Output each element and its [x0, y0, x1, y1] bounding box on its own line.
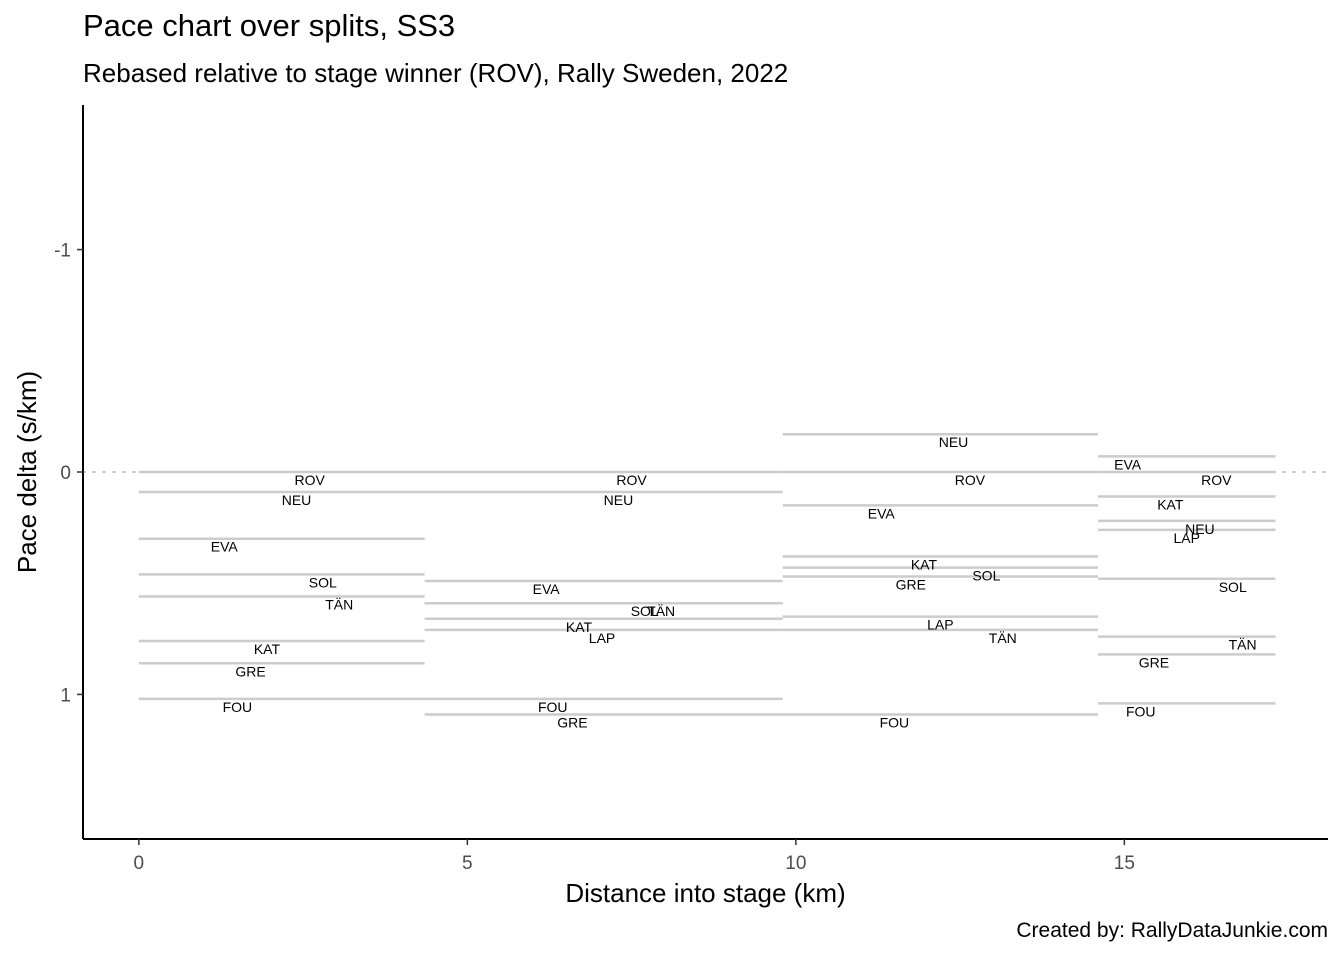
driver-label-rov-split-4: ROV: [1201, 472, 1232, 488]
driver-label-sol-split-1: SOL: [309, 574, 337, 590]
driver-label-gre-split-2: GRE: [557, 714, 587, 730]
driver-label-rov-split-1: ROV: [294, 472, 325, 488]
driver-label-kat-split-4: KAT: [1157, 496, 1184, 512]
driver-label-rov-split-3: ROV: [955, 472, 986, 488]
driver-label-gre-split-1: GRE: [235, 663, 265, 679]
segments-layer: [138, 432, 1276, 716]
driver-label-sol-split-3: SOL: [972, 568, 1000, 584]
driver-label-neu-split-3: NEU: [939, 434, 969, 450]
driver-label-lap-split-3: LAP: [927, 617, 953, 633]
driver-label-rov-split-2: ROV: [616, 472, 647, 488]
driver-label-tän-split-2: TÄN: [647, 603, 675, 619]
x-tick-label: 0: [134, 853, 145, 874]
driver-label-kat-split-2: KAT: [566, 619, 593, 635]
y-tick-label: 1: [60, 685, 71, 706]
driver-label-kat-split-1: KAT: [254, 641, 281, 657]
driver-label-tän-split-3: TÄN: [989, 630, 1017, 646]
driver-label-neu-split-4: NEU: [1185, 521, 1215, 537]
chart-caption: Created by: RallyDataJunkie.com: [1016, 919, 1328, 942]
driver-label-sol-split-4: SOL: [1219, 579, 1247, 595]
y-tick-label: -1: [54, 241, 71, 262]
ticks-layer: 0 5 10 15 -1 0 1: [54, 241, 1135, 874]
y-tick-label: 0: [60, 463, 71, 484]
driver-label-gre-split-3: GRE: [896, 577, 926, 593]
driver-label-neu-split-1: NEU: [282, 492, 312, 508]
labels-layer: ROVNEUEVASOLTÄNKATGREFOUROVNEUEVASOLTÄNK…: [211, 434, 1257, 730]
driver-label-fou-split-4: FOU: [1126, 703, 1156, 719]
driver-label-eva-split-4: EVA: [1114, 456, 1142, 472]
driver-label-tän-split-4: TÄN: [1229, 637, 1257, 653]
driver-label-sol-split-2: SOL: [631, 603, 659, 619]
x-axis-title: Distance into stage (km): [565, 878, 845, 908]
driver-label-tän-split-1: TÄN: [325, 597, 353, 613]
y-axis-title: Pace delta (s/km): [12, 371, 42, 573]
driver-label-fou-split-2: FOU: [538, 699, 568, 715]
driver-label-gre-split-4: GRE: [1139, 654, 1169, 670]
driver-label-neu-split-2: NEU: [604, 492, 634, 508]
x-tick-label: 10: [785, 853, 806, 874]
driver-label-lap-split-4: LAP: [1174, 530, 1200, 546]
driver-label-fou-split-3: FOU: [880, 714, 910, 730]
x-tick-label: 5: [462, 853, 473, 874]
driver-label-eva-split-1: EVA: [211, 539, 239, 555]
x-tick-label: 15: [1114, 853, 1135, 874]
chart-subtitle: Rebased relative to stage winner (ROV), …: [83, 58, 789, 88]
driver-label-fou-split-1: FOU: [223, 699, 253, 715]
driver-label-kat-split-3: KAT: [911, 557, 938, 573]
driver-label-eva-split-3: EVA: [868, 505, 896, 521]
chart-title: Pace chart over splits, SS3: [83, 8, 456, 43]
driver-label-eva-split-2: EVA: [533, 581, 561, 597]
driver-label-lap-split-2: LAP: [589, 630, 615, 646]
